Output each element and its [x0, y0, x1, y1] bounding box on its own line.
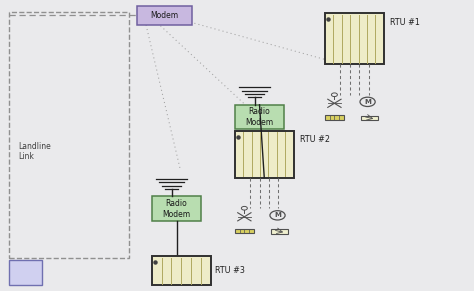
Bar: [361, 116, 378, 120]
Text: Radio
Modem: Radio Modem: [246, 107, 273, 127]
Bar: [9, 260, 42, 285]
Text: RTU #1: RTU #1: [390, 18, 419, 27]
Bar: [235, 229, 254, 233]
Bar: [271, 229, 288, 234]
Text: RTU #2: RTU #2: [300, 135, 329, 144]
Bar: [152, 256, 211, 285]
Text: Landline
Link: Landline Link: [18, 142, 51, 161]
Text: Modem: Modem: [151, 11, 179, 20]
Bar: [235, 131, 294, 178]
Text: Radio
Modem: Radio Modem: [163, 199, 191, 219]
Bar: [152, 196, 201, 221]
Bar: [325, 13, 384, 64]
Text: M: M: [364, 99, 371, 105]
Bar: [325, 115, 344, 120]
Text: M: M: [274, 212, 281, 218]
Text: RTU #3: RTU #3: [215, 266, 245, 275]
Bar: [137, 6, 192, 25]
Bar: [9, 12, 129, 258]
Bar: [235, 105, 284, 129]
